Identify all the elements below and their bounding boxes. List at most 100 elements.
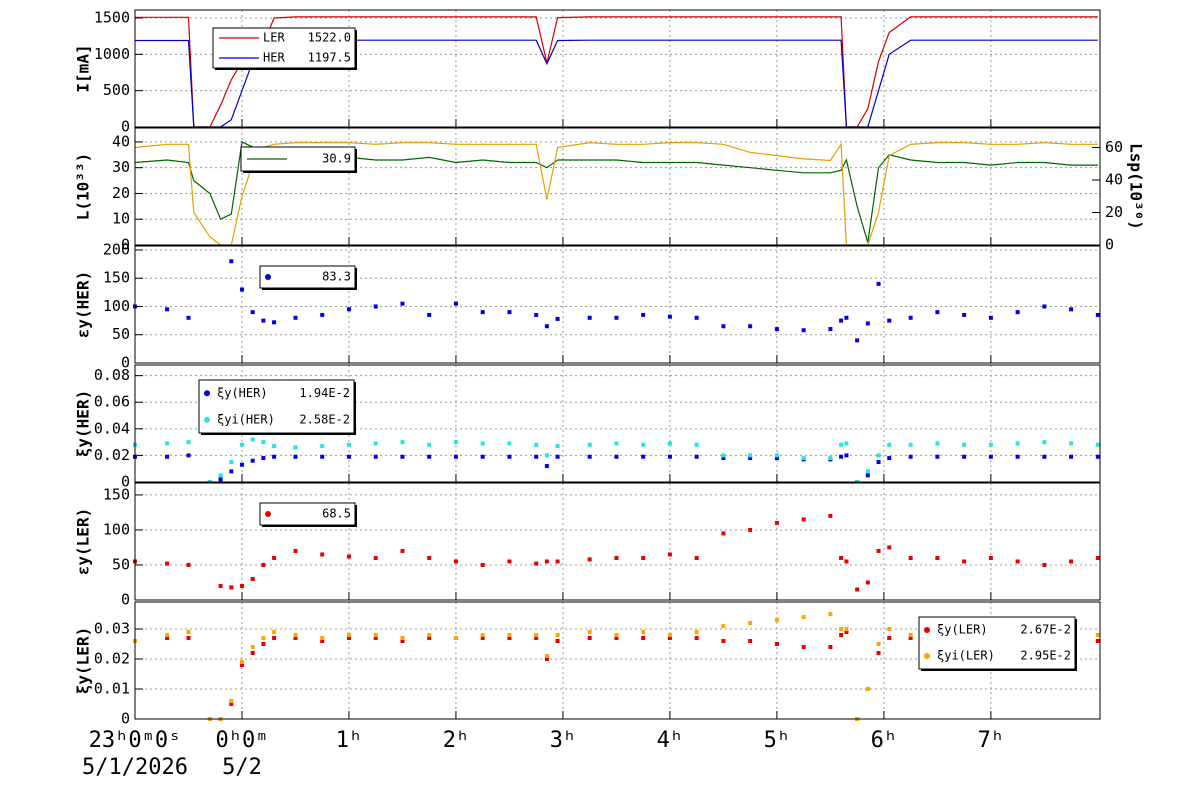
point [667, 314, 672, 319]
point [667, 636, 672, 640]
point [261, 562, 266, 567]
y-axis-label: εy(HER) [74, 271, 93, 338]
point [694, 636, 699, 640]
point [229, 585, 234, 590]
point [587, 442, 592, 447]
point [427, 312, 432, 317]
point [844, 453, 849, 458]
point [1095, 633, 1100, 637]
legend [212, 27, 356, 69]
legend-swatch [924, 627, 930, 633]
point [1042, 562, 1047, 567]
plot-frame [134, 482, 1101, 601]
point [293, 454, 298, 459]
point [748, 453, 753, 458]
point [839, 454, 844, 459]
point [261, 318, 266, 323]
point [721, 456, 726, 461]
point [480, 562, 485, 567]
point [453, 559, 458, 564]
point [641, 630, 646, 634]
point [1095, 639, 1100, 643]
y-tick-label: 1000 [94, 45, 130, 63]
point [962, 454, 967, 459]
point [272, 630, 277, 634]
y-tick-label: 10 [112, 210, 130, 228]
y-tick-label: 0.04 [94, 419, 130, 437]
y-tick-label: 0.06 [94, 393, 130, 411]
point [165, 441, 170, 446]
point [427, 636, 432, 640]
point [887, 545, 892, 550]
point [320, 552, 325, 557]
point [229, 699, 234, 703]
point [587, 636, 592, 640]
point [1069, 441, 1074, 446]
y-tick-label: 0.08 [94, 366, 130, 384]
point [801, 456, 806, 461]
point [544, 657, 549, 661]
point [748, 456, 753, 461]
point [721, 453, 726, 458]
point [887, 627, 892, 631]
point [373, 555, 378, 560]
x-tick-label: 0ʰ0ᵐ [215, 728, 268, 753]
y-tick-label: 200 [103, 240, 130, 258]
series-line [134, 141, 1098, 243]
legend-label: ξyi(HER) [217, 412, 275, 426]
point [544, 453, 549, 458]
point [400, 440, 405, 445]
plot-frame [134, 245, 1101, 364]
y-axis-label: εy(LER) [74, 508, 93, 575]
plot-frame [134, 601, 1101, 720]
point [427, 454, 432, 459]
point [250, 576, 255, 581]
legend-value: 68.5 [322, 507, 351, 521]
point [641, 312, 646, 317]
plot-area [135, 483, 1100, 600]
point [587, 315, 592, 320]
point [400, 454, 405, 459]
y-tick-label: 0 [121, 473, 130, 491]
point [801, 328, 806, 333]
point [507, 310, 512, 315]
point [555, 633, 560, 637]
point [801, 517, 806, 522]
point [828, 612, 833, 616]
legend-swatch [204, 390, 210, 397]
point [844, 559, 849, 564]
point [694, 442, 699, 447]
point [865, 469, 870, 474]
point [218, 583, 223, 588]
point [935, 441, 940, 446]
point [839, 442, 844, 447]
point [320, 312, 325, 317]
point [667, 454, 672, 459]
point [272, 444, 277, 449]
point [1015, 454, 1020, 459]
point [239, 462, 244, 467]
point [555, 559, 560, 564]
point [218, 473, 223, 478]
point [555, 454, 560, 459]
point [239, 442, 244, 447]
point [1095, 555, 1100, 560]
legend-value: 1522.0 [308, 31, 351, 45]
point [261, 440, 266, 445]
point [373, 633, 378, 637]
point [855, 587, 860, 592]
point [507, 454, 512, 459]
point [272, 320, 277, 325]
point [555, 444, 560, 449]
point [373, 636, 378, 640]
point [828, 456, 833, 461]
point [186, 440, 191, 445]
y-tick-label: 0.02 [94, 650, 130, 668]
point [534, 636, 539, 640]
y-tick-label: 500 [103, 81, 130, 99]
x-tick-label: 5ʰ [764, 728, 791, 753]
point [544, 654, 549, 658]
legend-label: ξy(HER) [217, 386, 268, 400]
point [1095, 442, 1100, 447]
